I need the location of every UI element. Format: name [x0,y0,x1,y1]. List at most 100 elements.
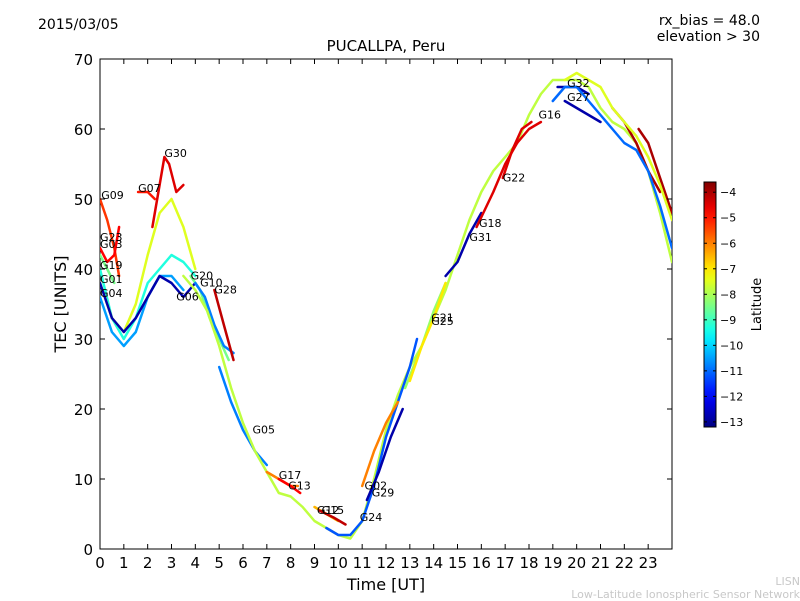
satellite-label: G31 [469,231,492,244]
satellite-label: G12 [317,504,340,517]
satellite-label: G06 [176,291,199,304]
x-tick-label: 14 [424,554,443,572]
satellite-label: G25 [431,315,454,328]
y-tick-label: 20 [74,401,93,419]
satellite-label: G18 [479,217,502,230]
y-tick-label: 60 [74,121,93,139]
satellite-label: G01 [100,273,123,286]
satellite-label: G27 [567,91,590,104]
series-line [100,197,121,278]
colorbar-tick-label: −13 [720,416,743,429]
satellite-label: G20 [191,270,214,283]
x-tick-label: 1 [119,554,129,572]
colorbar [703,181,717,428]
x-tick-label: 9 [310,554,320,572]
satellite-label: G32 [567,77,590,90]
x-tick-label: 19 [543,554,562,572]
x-axis-label: Time [UT] [346,575,425,594]
series-line [365,407,404,502]
series-line [563,71,672,222]
plot-frame [99,58,673,550]
satellite-label: G16 [539,109,562,122]
x-tick-label: 6 [238,554,248,572]
series-line [100,274,185,348]
satellite-label: G22 [503,172,526,185]
x-tick-label: 3 [167,554,177,572]
x-tick-label: 22 [615,554,634,572]
x-tick-label: 20 [567,554,586,572]
series-line [637,127,672,215]
series-line [551,85,672,250]
footer-network: Low-Latitude Ionospheric Sensor Network [571,588,800,601]
series-group [100,71,672,540]
y-tick-label: 30 [74,331,93,349]
x-tick-label: 7 [262,554,272,572]
series-line [100,253,116,285]
series-line [100,274,197,334]
satellite-label: G07 [138,182,161,195]
satellite-label: G19 [100,259,123,272]
y-tick-label: 50 [74,191,93,209]
x-tick-label: 13 [400,554,419,572]
satellite-label: G02 [365,480,388,493]
series-line [100,253,197,341]
colorbar-tick-label: −6 [720,237,736,250]
elevation-label: elevation > 30 [656,29,760,45]
x-tick-label: 17 [496,554,515,572]
colorbar-tick-label: −8 [720,288,736,301]
satellite-label: G29 [372,487,395,500]
series-line [444,211,483,278]
date-label: 2015/03/05 [38,17,119,33]
x-tick-label: 2 [143,554,153,572]
series-line [194,281,235,355]
series-line [408,281,447,383]
series-line [563,99,602,124]
satellite-label: G10 [200,277,223,290]
satellite-label: G24 [360,511,383,524]
y-tick-label: 0 [83,541,93,559]
colorbar-tick-label: −11 [720,365,743,378]
satellite-label: G09 [101,189,124,202]
x-tick-label: 11 [353,554,372,572]
satellite-label: G17 [279,469,302,482]
x-tick-label: 4 [191,554,201,572]
x-tick-label: 21 [591,554,610,572]
satellite-label: G15 [322,504,345,517]
colorbar-tick-label: −12 [720,390,743,403]
satellite-label: G05 [253,424,276,437]
satellite-label: G04 [100,287,123,300]
series-line [515,120,543,145]
colorbar-tick-label: −7 [720,263,736,276]
colorbar-label: Latitude [750,278,765,332]
series-line [318,509,347,526]
colorbar-tick-label: −5 [720,212,736,225]
y-tick-label: 10 [74,471,93,489]
footer-lisn: LISN [775,575,800,588]
series-line [151,155,185,229]
series-line [213,288,235,362]
series-line [360,400,400,488]
x-tick-label: 18 [519,554,538,572]
colorbar-tick-label: −10 [720,339,743,352]
chart-title: PUCALLPA, Peru [327,37,446,55]
satellite-label: G30 [164,147,187,160]
satellite-label: G13 [288,480,311,493]
x-tick-label: 5 [214,554,224,572]
x-tick-label: 15 [448,554,467,572]
series-line [277,477,302,495]
satellite-label: G21 [431,312,454,325]
x-tick-label: 16 [472,554,491,572]
series-line [100,225,121,264]
x-tick-label: 0 [95,554,105,572]
x-tick-label: 12 [376,554,395,572]
colorbar-tick-label: −4 [720,186,736,199]
x-tick-label: 8 [286,554,296,572]
satellite-label: G23 [100,231,123,244]
satellite-label: G03 [100,238,123,251]
y-axis-label: TEC [UNITS] [51,256,70,354]
series-line [501,120,533,180]
x-tick-label: 10 [329,554,348,572]
x-tick-label: 23 [639,554,658,572]
rx-bias-label: rx_bias = 48.0 [658,13,760,29]
